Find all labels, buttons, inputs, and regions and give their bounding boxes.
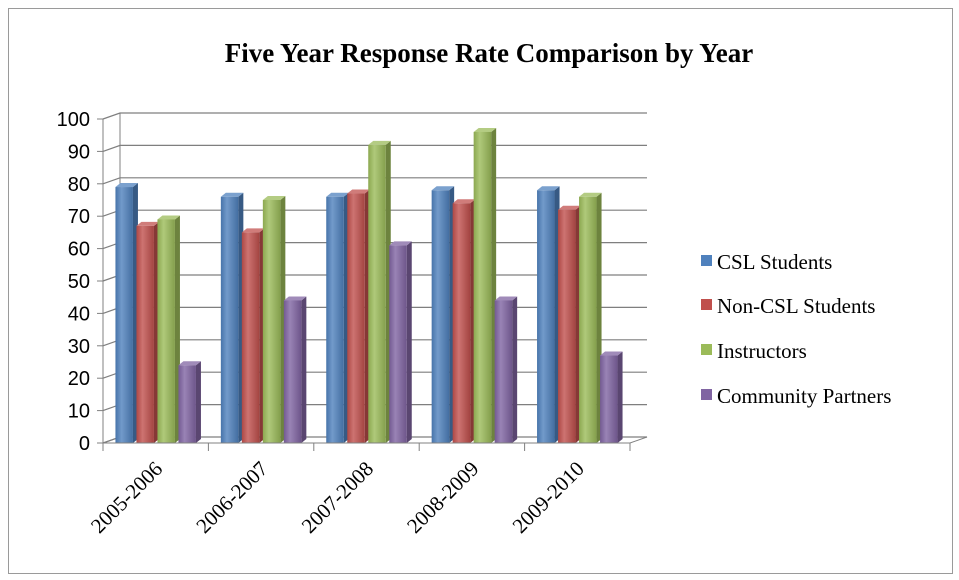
legend-swatch (701, 255, 712, 266)
legend-swatch (701, 299, 712, 310)
legend-label: Non-CSL Students (717, 294, 875, 318)
legend-item: Community Partners (701, 384, 891, 408)
bar (326, 192, 349, 443)
legend-item: Instructors (701, 339, 807, 363)
y-tick-label: 80 (68, 174, 90, 196)
legend-label: Instructors (717, 339, 807, 363)
bar (389, 241, 412, 443)
legend-label: CSL Students (717, 250, 832, 274)
gridline (102, 144, 647, 152)
bar (347, 189, 370, 443)
bar (452, 199, 476, 443)
bar (178, 361, 201, 443)
legend-item: Non-CSL Students (701, 294, 875, 318)
x-tick-label: 2005-2006 (86, 457, 167, 538)
legend-label: Community Partners (717, 384, 891, 408)
x-tick-label: 2006-2007 (191, 457, 272, 538)
bar (558, 205, 581, 443)
y-tick-label: 0 (79, 433, 90, 455)
bar (473, 127, 497, 444)
x-axis-ticks: 2005-2006 2006-2007 2007-2008 2008-2009 2009… (86, 442, 631, 538)
bar (431, 186, 455, 443)
x-tick-label: 2008-2009 (402, 457, 483, 538)
y-axis-ticks: 0 10 20 30 40 50 60 70 80 90 100 (57, 109, 104, 455)
bar (220, 192, 244, 443)
bar (241, 228, 265, 443)
y-tick-label: 20 (68, 368, 90, 390)
bar (600, 351, 623, 443)
bar (368, 140, 391, 444)
bar (136, 221, 159, 443)
y-tick-label: 50 (68, 271, 90, 293)
legend-swatch (701, 344, 712, 355)
x-tick-label: 2007-2008 (297, 457, 378, 538)
legend-item: CSL Students (701, 250, 832, 274)
y-tick-label: 40 (68, 303, 90, 325)
bar (115, 183, 138, 444)
bars (115, 127, 623, 444)
bar (537, 186, 560, 443)
bar (283, 296, 307, 443)
bar (262, 196, 286, 443)
y-tick-label: 60 (68, 239, 90, 261)
y-tick-label: 10 (68, 401, 90, 423)
y-tick-label: 30 (68, 336, 90, 358)
gridline (102, 177, 647, 185)
gridline (102, 112, 647, 120)
bar (579, 192, 602, 443)
x-tick-label: 2009-2010 (508, 457, 589, 538)
chart-title: Five Year Response Rate Comparison by Ye… (225, 38, 753, 68)
y-tick-label: 100 (57, 109, 90, 131)
y-tick-label: 90 (68, 141, 90, 163)
legend-swatch (701, 389, 712, 400)
bar (494, 296, 518, 443)
bar (157, 215, 180, 443)
legend: CSL Students Non-CSL Students Instructors C… (701, 250, 891, 408)
y-tick-label: 70 (68, 206, 90, 228)
